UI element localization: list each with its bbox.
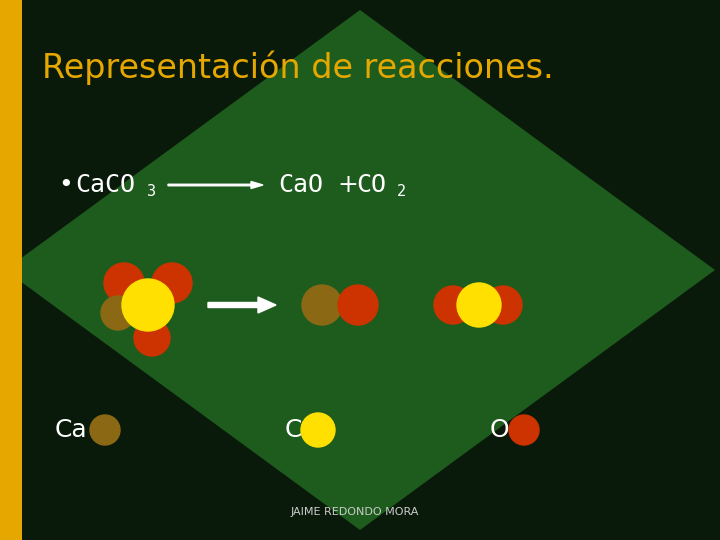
Polygon shape	[5, 10, 715, 530]
Circle shape	[509, 415, 539, 445]
FancyArrow shape	[208, 297, 276, 313]
Text: Ca: Ca	[55, 418, 88, 442]
Text: C: C	[285, 418, 302, 442]
Circle shape	[101, 296, 135, 330]
Text: JAIME REDONDO MORA: JAIME REDONDO MORA	[291, 507, 419, 517]
Circle shape	[90, 415, 120, 445]
Circle shape	[301, 413, 335, 447]
Circle shape	[338, 285, 378, 325]
Circle shape	[104, 263, 144, 303]
Text: Representación de reacciones.: Representación de reacciones.	[42, 51, 554, 85]
Circle shape	[134, 320, 170, 356]
Circle shape	[434, 286, 472, 324]
Text: CO: CO	[356, 173, 386, 197]
Text: O: O	[490, 418, 510, 442]
Text: +: +	[330, 173, 367, 197]
Text: 3: 3	[147, 185, 156, 199]
Text: CaO: CaO	[278, 173, 323, 197]
Text: 2: 2	[397, 185, 406, 199]
Circle shape	[152, 263, 192, 303]
Circle shape	[122, 279, 174, 331]
Bar	[0, 0, 22, 540]
Circle shape	[484, 286, 522, 324]
Text: CaCO: CaCO	[75, 173, 135, 197]
Text: •: •	[58, 173, 73, 197]
FancyArrow shape	[168, 181, 263, 188]
Circle shape	[302, 285, 342, 325]
Circle shape	[457, 283, 501, 327]
